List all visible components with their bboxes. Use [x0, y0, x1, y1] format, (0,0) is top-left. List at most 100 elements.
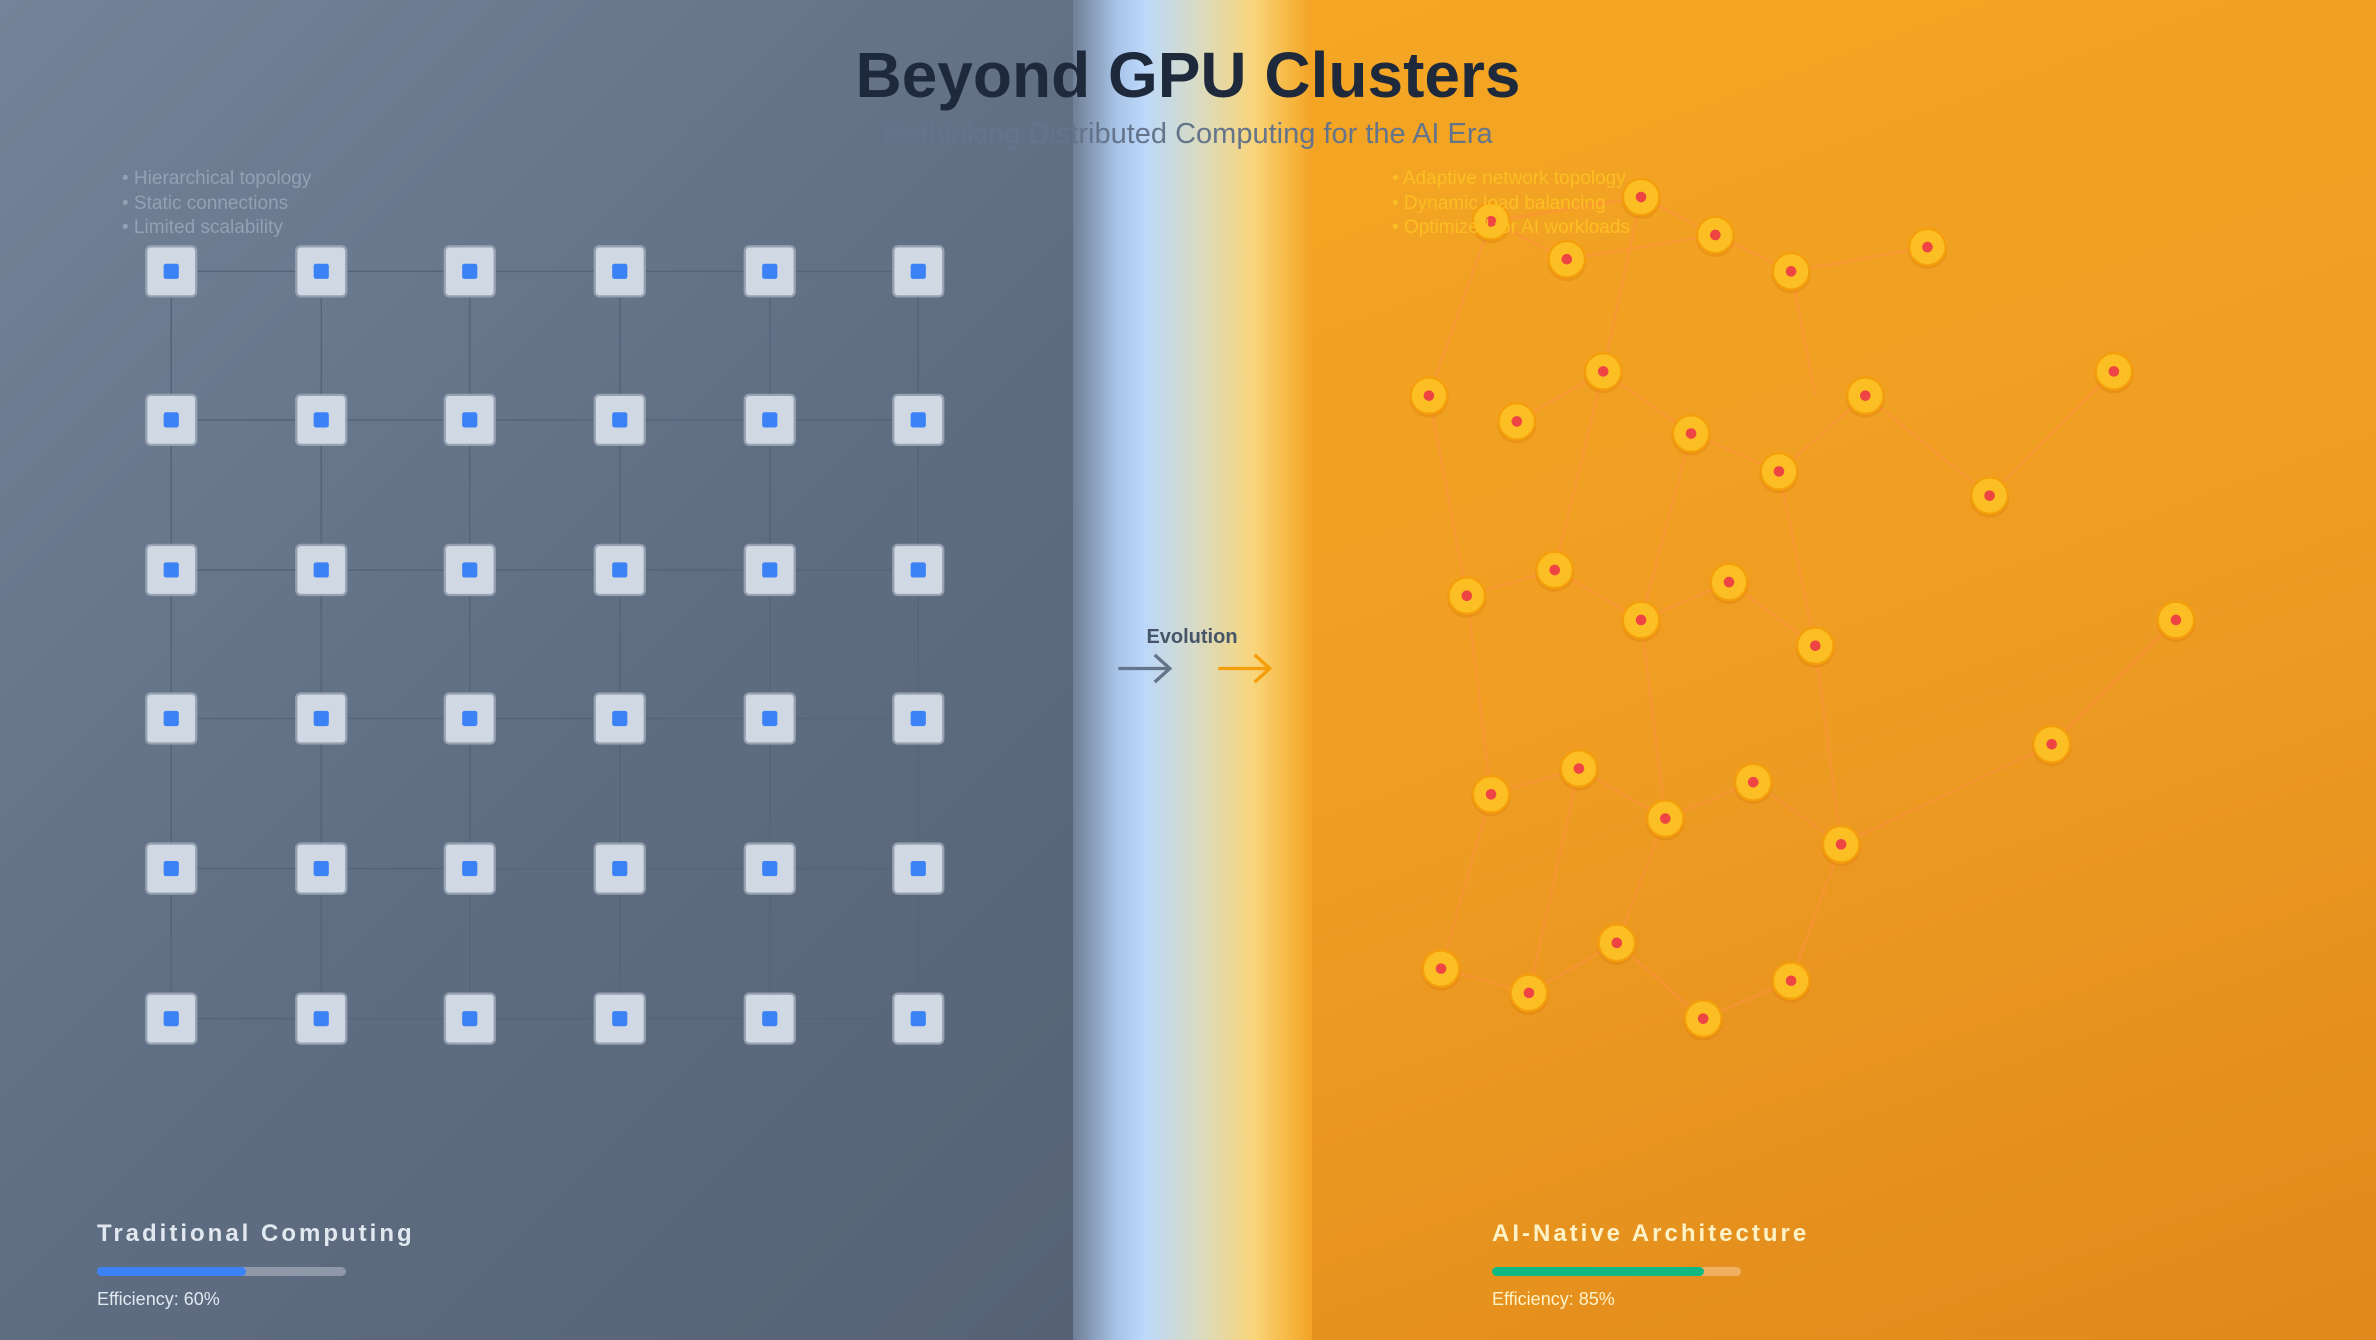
page-subtitle: Rethinking Distributed Computing for the…: [883, 118, 1493, 150]
network-link: [1615, 818, 1667, 944]
network-link: [1427, 395, 1469, 597]
network-link: [1864, 394, 1991, 497]
gpu-node: [443, 992, 496, 1045]
gpu-node: [443, 245, 496, 298]
feature-item: • Adaptive network topology: [1392, 168, 1626, 189]
gpu-node: [295, 692, 348, 745]
network-link: [1465, 595, 1493, 795]
gpu-node: [593, 692, 646, 745]
ai-node: [1683, 999, 1723, 1041]
ai-native-features: • Adaptive network topology • Dynamic lo…: [1392, 167, 1630, 241]
gpu-node: [295, 543, 348, 597]
gpu-node: [295, 393, 348, 447]
gpu-node: [443, 692, 496, 745]
ai-node: [1771, 961, 1811, 1003]
traditional-panel: [0, 0, 1073, 1340]
gpu-node: [892, 543, 945, 597]
ai-node: [1907, 227, 1948, 270]
ai-node: [1845, 376, 1886, 418]
ai-node: [1583, 352, 1623, 394]
network-link: [1790, 245, 1928, 273]
gpu-node: [295, 245, 348, 298]
page-title: Beyond GPU Clusters: [855, 39, 1521, 111]
network-link: [1527, 768, 1581, 994]
gpu-node: [145, 992, 198, 1045]
ai-node: [1695, 215, 1736, 257]
network-link: [1601, 196, 1643, 372]
ai-node: [2156, 600, 2196, 642]
ai-node: [1969, 476, 2010, 518]
ai-node: [1645, 799, 1686, 841]
evolution-arrows: [1118, 653, 1273, 684]
traditional-efficiency-fill: [97, 1267, 247, 1276]
ai-node: [1497, 402, 1537, 444]
ai-node: [1559, 749, 1599, 791]
network-link: [1777, 471, 1817, 647]
gpu-node: [593, 543, 646, 597]
network-link: [1639, 619, 1667, 819]
ai-node: [1597, 923, 1637, 965]
ai-native-efficiency-text: Efficiency: 85%: [1492, 1289, 1615, 1309]
gpu-node: [145, 692, 198, 745]
gpu-node: [892, 992, 945, 1045]
ai-node: [1671, 414, 1711, 456]
feature-item: • Hierarchical topology: [122, 168, 312, 189]
gpu-node: [443, 543, 496, 597]
ai-node: [1795, 626, 1836, 668]
ai-node: [2094, 352, 2134, 394]
gpu-node: [743, 992, 796, 1045]
gpu-grid: [145, 245, 945, 1045]
gpu-node: [295, 842, 348, 895]
gpu-node: [593, 992, 646, 1045]
traditional-efficiency-text: Efficiency: 60%: [97, 1289, 220, 1309]
ai-node: [1509, 973, 1549, 1015]
ai-node: [1535, 550, 1575, 592]
ai-network: [1409, 177, 2196, 1041]
gpu-node: [145, 842, 198, 895]
ai-native-efficiency-bar: [1492, 1267, 1741, 1276]
ai-node: [1709, 562, 1749, 605]
traditional-efficiency-bar: [97, 1267, 346, 1276]
ai-node: [1409, 376, 1449, 418]
network-link: [1813, 645, 1843, 845]
ai-node: [1759, 452, 1799, 494]
gpu-node: [145, 245, 198, 298]
gpu-node: [743, 245, 796, 298]
traditional-features: • Hierarchical topology • Static connect…: [122, 167, 311, 241]
ai-node: [1771, 252, 1811, 294]
arrow-right-icon: [1118, 653, 1173, 684]
ai-node: [1447, 576, 1487, 618]
feature-item: • Static connections: [122, 192, 289, 214]
gpu-node: [892, 245, 945, 298]
gpu-node: [892, 692, 945, 745]
gpu-node: [593, 842, 646, 895]
gpu-node: [743, 842, 796, 895]
traditional-label: Traditional Computing: [97, 1220, 415, 1247]
gpu-node: [593, 393, 646, 447]
transition-gradient: [1073, 0, 1313, 1340]
ai-node: [1547, 239, 1587, 282]
ai-node: [1421, 949, 1461, 991]
feature-item: • Limited scalability: [122, 217, 283, 238]
network-link: [1566, 233, 1716, 261]
gpu-node: [743, 543, 796, 597]
network-link: [1490, 195, 1642, 223]
gpu-node: [443, 393, 496, 447]
network-link: [1988, 370, 2115, 497]
ai-node: [1821, 824, 1861, 867]
gpu-node: [145, 393, 198, 447]
ai-node: [1621, 177, 1661, 220]
gpu-node: [743, 393, 796, 447]
gpu-node: [295, 992, 348, 1045]
arrow-right-icon: [1218, 653, 1273, 684]
ai-node: [1733, 762, 1773, 805]
network-link: [1789, 271, 1817, 396]
gpu-node: [743, 692, 796, 745]
feature-item: • Dynamic load balancing: [1392, 192, 1606, 214]
network-link: [1789, 843, 1843, 982]
feature-item: • Optimized for AI workloads: [1392, 217, 1630, 238]
ai-node: [1621, 600, 1661, 642]
ai-node: [1471, 201, 1511, 244]
ai-node: [1471, 774, 1511, 817]
